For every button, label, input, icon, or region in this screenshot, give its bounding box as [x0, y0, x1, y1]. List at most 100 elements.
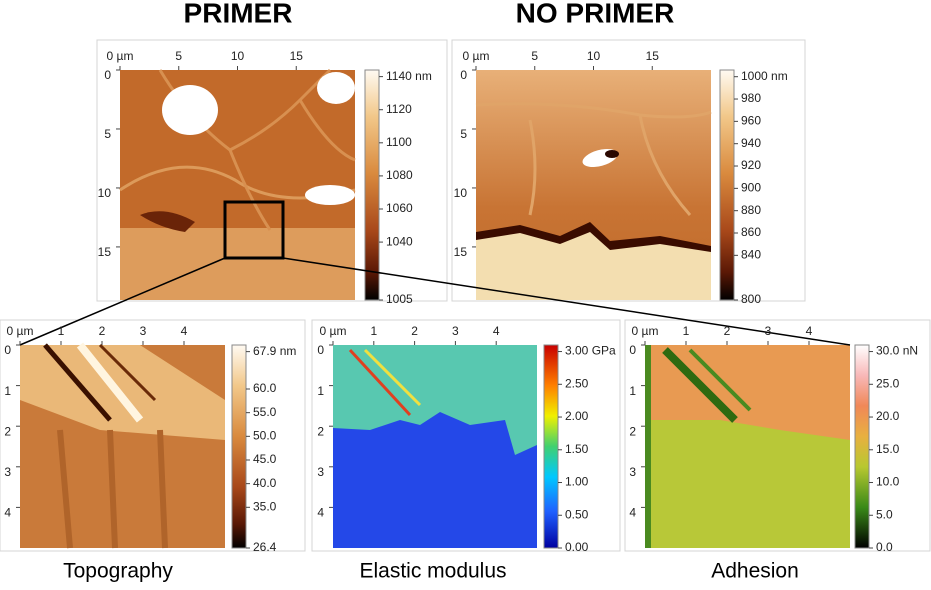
y-tick-label: 0 [629, 343, 636, 357]
y-tick-label: 4 [317, 506, 324, 520]
y-tick-label: 5 [104, 127, 111, 141]
y-tick-label: 4 [629, 506, 636, 520]
x-tick-label: 0 µm [107, 49, 134, 63]
y-tick-label: 4 [4, 506, 11, 520]
colorbar-tick-label: 940 [741, 136, 761, 150]
x-tick-label: 4 [806, 324, 813, 338]
colorbar-tick-label: 1140 nm [386, 69, 432, 83]
x-tick-label: 3 [765, 324, 772, 338]
y-tick-label: 0 [104, 68, 111, 82]
panel-caption: Adhesion [711, 560, 799, 583]
colorbar-tick-label: 1.00 [565, 475, 589, 489]
colorbar-tick-label: 880 [741, 203, 761, 217]
x-tick-label: 2 [411, 324, 418, 338]
afm-image [20, 342, 225, 549]
colorbar-tick-label: 1120 [386, 102, 412, 116]
colorbar-tick-label: 1005 [386, 292, 413, 306]
x-tick-label: 2 [724, 324, 731, 338]
y-tick-label: 2 [317, 424, 324, 438]
colorbar-tick-label: 800 [741, 292, 761, 306]
colorbar [543, 344, 559, 549]
y-tick-label: 2 [4, 424, 11, 438]
colorbar [854, 344, 870, 549]
x-tick-label: 0 µm [320, 324, 347, 338]
afm-image [645, 345, 850, 548]
colorbar-tick-label: 3.00 GPa [565, 344, 616, 358]
y-tick-label: 1 [629, 384, 636, 398]
colorbar-tick-label: 1000 nm [741, 69, 788, 83]
x-tick-label: 1 [683, 324, 690, 338]
y-tick-label: 15 [454, 245, 468, 259]
afm-image [333, 345, 537, 548]
x-tick-label: 10 [587, 49, 601, 63]
y-tick-label: 10 [98, 186, 112, 200]
colorbar-tick-label: 900 [741, 181, 761, 195]
x-tick-label: 1 [370, 324, 377, 338]
colorbar-tick-label: 0.50 [565, 507, 589, 521]
y-tick-label: 0 [317, 343, 324, 357]
colorbar-tick-label: 15.0 [876, 442, 900, 456]
afm-image [119, 68, 356, 300]
x-tick-label: 1 [58, 324, 65, 338]
colorbar-tick-label: 30.0 nN [876, 344, 918, 358]
y-tick-label: 10 [454, 186, 468, 200]
colorbar-tick-label: 26.4 [253, 540, 277, 554]
colorbar-tick-label: 1080 [386, 168, 413, 182]
x-tick-label: 15 [646, 49, 660, 63]
colorbar-tick-label: 20.0 [876, 409, 900, 423]
x-tick-label: 3 [452, 324, 459, 338]
zoom-line [19, 257, 226, 346]
colorbar-tick-label: 40.0 [253, 476, 277, 490]
x-tick-label: 0 µm [463, 49, 490, 63]
colorbar-tick-label: 45.0 [253, 452, 277, 466]
colorbar-tick-label: 860 [741, 225, 761, 239]
colorbar-tick-label: 2.00 [565, 409, 589, 423]
colorbar-tick-label: 67.9 nm [253, 344, 296, 358]
panel-title: NO PRIMER [516, 0, 675, 28]
x-tick-label: 2 [99, 324, 106, 338]
x-tick-label: 0 µm [7, 324, 34, 338]
x-tick-label: 0 µm [632, 324, 659, 338]
y-tick-label: 3 [629, 465, 636, 479]
x-tick-label: 5 [531, 49, 538, 63]
y-tick-label: 0 [460, 68, 467, 82]
afm-image [475, 70, 712, 300]
colorbar-tick-label: 1040 [386, 234, 413, 248]
colorbar-tick-label: 10.0 [876, 475, 900, 489]
colorbar-tick-label: 35.0 [253, 499, 277, 513]
colorbar [719, 69, 735, 301]
colorbar-tick-label: 5.0 [876, 507, 893, 521]
colorbar-tick-label: 980 [741, 91, 761, 105]
y-tick-label: 1 [317, 384, 324, 398]
x-tick-label: 5 [175, 49, 182, 63]
colorbar-tick-label: 1060 [386, 201, 413, 215]
y-tick-label: 3 [4, 465, 11, 479]
colorbar-tick-label: 50.0 [253, 428, 277, 442]
x-tick-label: 3 [140, 324, 147, 338]
panel-caption: Elastic modulus [359, 560, 506, 583]
x-tick-label: 15 [290, 49, 304, 63]
colorbar-tick-label: 2.50 [565, 376, 589, 390]
y-tick-label: 0 [4, 343, 11, 357]
colorbar-tick-label: 1100 [386, 135, 412, 149]
zoom-line [282, 257, 851, 346]
y-tick-label: 2 [629, 424, 636, 438]
colorbar [364, 69, 380, 301]
colorbar-tick-label: 840 [741, 248, 761, 262]
y-tick-label: 1 [4, 384, 11, 398]
colorbar-tick-label: 0.0 [876, 540, 893, 554]
x-tick-label: 4 [493, 324, 500, 338]
colorbar-tick-label: 25.0 [876, 376, 900, 390]
y-tick-label: 5 [460, 127, 467, 141]
x-tick-label: 10 [231, 49, 245, 63]
y-tick-label: 15 [98, 245, 112, 259]
y-tick-label: 3 [317, 465, 324, 479]
colorbar-tick-label: 1.50 [565, 442, 589, 456]
colorbar-tick-label: 920 [741, 158, 761, 172]
colorbar-tick-label: 960 [741, 114, 761, 128]
panel-caption: Topography [63, 560, 173, 583]
colorbar-tick-label: 60.0 [253, 381, 277, 395]
colorbar-tick-label: 55.0 [253, 405, 277, 419]
panel-title: PRIMER [184, 0, 293, 28]
colorbar [231, 344, 247, 549]
